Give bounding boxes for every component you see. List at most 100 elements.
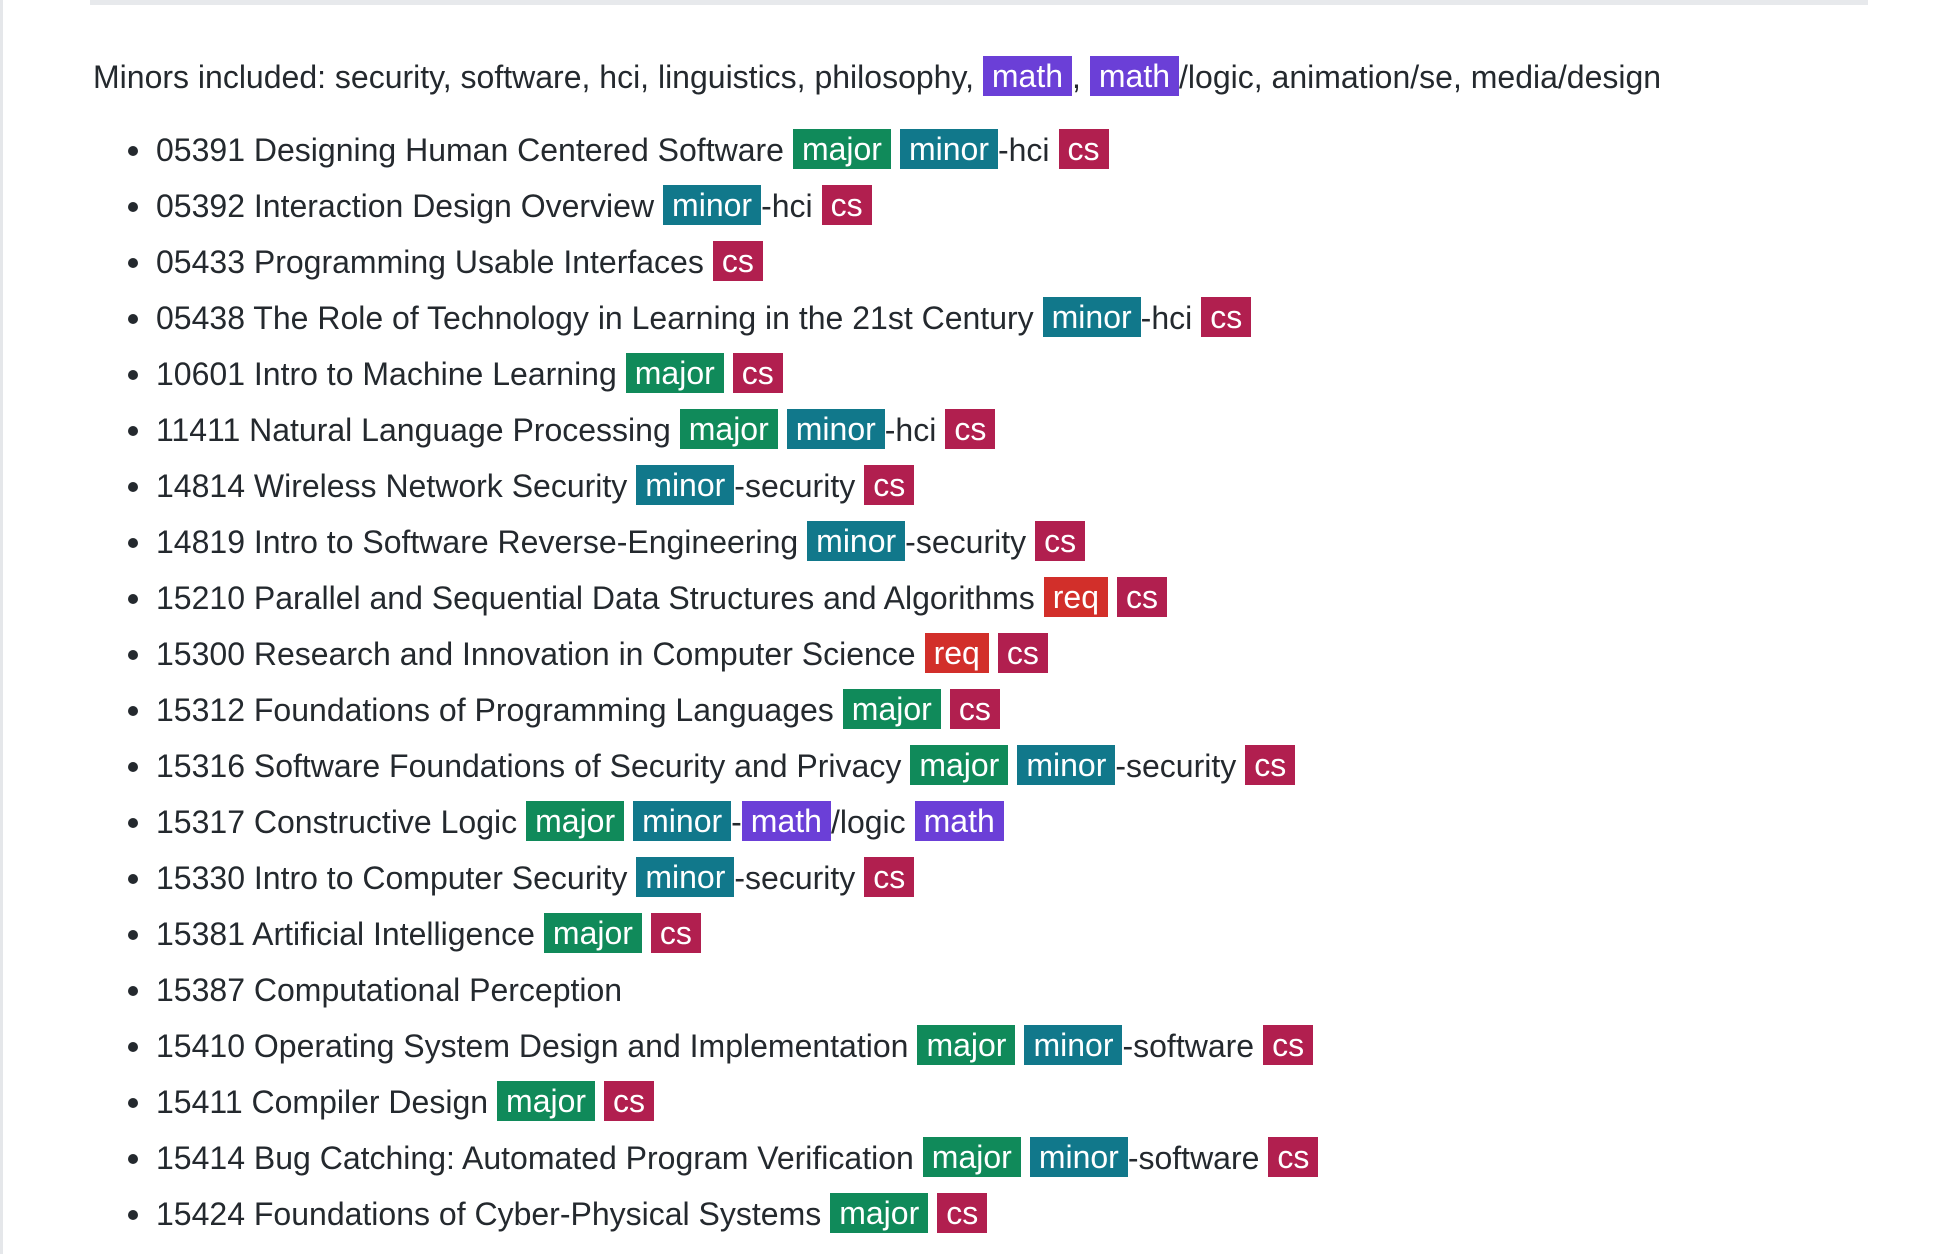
list-item: 15387 Computational Perception [128, 962, 1893, 1018]
tag-suffix: -hci [1140, 300, 1193, 336]
page-left-border [0, 0, 3, 1254]
cs-tag: cs [1058, 129, 1109, 169]
course-title: 14819 Intro to Software Reverse-Engineer… [156, 524, 799, 560]
minor-tag: minor [1017, 745, 1116, 785]
major-tag: major [497, 1081, 596, 1121]
tag-suffix: -security [905, 524, 1027, 560]
minors-prefix: Minors included: security, software, hci… [93, 59, 983, 95]
course-title: 14814 Wireless Network Security [156, 468, 628, 504]
tag-suffix: -security [734, 468, 856, 504]
major-tag: major [830, 1193, 929, 1233]
cs-tag: cs [1117, 577, 1168, 617]
tag-suffix: -security [734, 860, 856, 896]
minor-tag: minor [1024, 1025, 1123, 1065]
tag-suffix: /logic [830, 804, 906, 840]
cs-tag: cs [821, 185, 872, 225]
cs-tag: cs [732, 353, 783, 393]
major-tag: major [543, 913, 642, 953]
list-item: 05392 Interaction Design Overview minor -h… [128, 178, 1893, 234]
course-title: 15316 Software Foundations of Security a… [156, 748, 902, 784]
cs-tag: cs [864, 465, 915, 505]
course-title: 11411 Natural Language Processing [156, 412, 671, 448]
math-tag: math [1089, 56, 1180, 96]
cs-tag: cs [949, 689, 1000, 729]
course-title: 05438 The Role of Technology in Learning… [156, 300, 1034, 336]
tag-suffix: -hci [761, 188, 813, 224]
top-divider [90, 0, 1868, 5]
minor-tag: minor [636, 857, 735, 897]
list-item: 14814 Wireless Network Security minor -sec… [128, 458, 1893, 514]
tag-suffix: -hci [884, 412, 937, 448]
major-tag: major [922, 1137, 1021, 1177]
course-title: 15414 Bug Catching: Automated Program Ve… [156, 1140, 914, 1176]
course-title: 15317 Constructive Logic [156, 804, 518, 840]
minors-included-line: Minors included: security, software, hci… [93, 50, 1893, 104]
list-item: 15330 Intro to Computer Security minor -se… [128, 850, 1893, 906]
minor-tag: minor [807, 521, 906, 561]
req-tag: req [1043, 577, 1109, 617]
tag-suffix: - [731, 804, 742, 840]
list-item: 05391 Designing Human Centered Software m… [128, 122, 1893, 178]
major-tag: major [679, 409, 778, 449]
tag-suffix: -software [1127, 1140, 1260, 1176]
course-title: 15330 Intro to Computer Security [156, 860, 628, 896]
minor-tag: minor [663, 185, 762, 225]
list-item: 15300 Research and Innovation in Compute… [128, 626, 1893, 682]
cs-tag: cs [712, 241, 763, 281]
list-item: 15210 Parallel and Sequential Data Struc… [128, 570, 1893, 626]
cs-tag: cs [1245, 745, 1296, 785]
course-title: 15411 Compiler Design [156, 1084, 489, 1120]
major-tag: major [842, 689, 941, 729]
list-item: 15312 Foundations of Programming Languag… [128, 682, 1893, 738]
cs-tag: cs [945, 409, 996, 449]
req-tag: req [924, 633, 989, 673]
course-title: 15424 Foundations of Cyber-Physical Syst… [156, 1196, 822, 1232]
list-item: 15414 Bug Catching: Automated Program Ve… [128, 1130, 1893, 1186]
minor-tag: minor [636, 465, 735, 505]
list-item: 15410 Operating System Design and Implem… [128, 1018, 1893, 1074]
course-title: 05433 Programming Usable Interfaces [156, 244, 704, 280]
list-item: 11411 Natural Language Processing major mi… [128, 402, 1893, 458]
major-tag: major [917, 1025, 1016, 1065]
minors-comma: , [1072, 59, 1081, 95]
math-tag: math [914, 801, 1004, 841]
course-title: 15381 Artificial Intelligence [156, 916, 535, 952]
minor-tag: minor [899, 129, 998, 169]
course-title: 15300 Research and Innovation in Compute… [156, 636, 916, 672]
course-title: 15410 Operating System Design and Implem… [156, 1028, 909, 1064]
list-item: 05438 The Role of Technology in Learning… [128, 290, 1893, 346]
minor-tag: minor [1042, 297, 1141, 337]
course-title: 15312 Foundations of Programming Languag… [156, 692, 834, 728]
cs-tag: cs [1035, 521, 1086, 561]
tag-suffix: -security [1115, 748, 1237, 784]
list-item: 15317 Constructive Logic major minor - math /… [128, 794, 1893, 850]
course-title: 15210 Parallel and Sequential Data Struc… [156, 580, 1035, 616]
list-item: 15381 Artificial Intelligence major cs [128, 906, 1893, 962]
math-tag: math [741, 801, 831, 841]
list-item: 15316 Software Foundations of Security a… [128, 738, 1893, 794]
major-tag: major [792, 129, 891, 169]
cs-tag: cs [864, 857, 915, 897]
list-item: 15424 Foundations of Cyber-Physical Syst… [128, 1186, 1893, 1242]
major-tag: major [625, 353, 724, 393]
major-tag: major [526, 801, 625, 841]
major-tag: major [910, 745, 1009, 785]
course-title: 05391 Designing Human Centered Software [156, 132, 784, 168]
course-title: 10601 Intro to Machine Learning [156, 356, 617, 392]
course-content: Minors included: security, software, hci… [93, 50, 1893, 1242]
tag-suffix: -software [1122, 1028, 1255, 1064]
list-item: 14819 Intro to Software Reverse-Engineer… [128, 514, 1893, 570]
cs-tag: cs [604, 1081, 655, 1121]
cs-tag: cs [1268, 1137, 1319, 1177]
minor-tag: minor [1029, 1137, 1128, 1177]
course-title: 15387 Computational Perception [156, 972, 623, 1008]
tag-suffix: -hci [997, 132, 1050, 168]
list-item: 05433 Programming Usable Interfaces cs [128, 234, 1893, 290]
cs-tag: cs [937, 1193, 988, 1233]
cs-tag: cs [997, 633, 1048, 673]
course-title: 05392 Interaction Design Overview [156, 188, 655, 224]
cs-tag: cs [1201, 297, 1252, 337]
cs-tag: cs [1263, 1025, 1314, 1065]
cs-tag: cs [650, 913, 701, 953]
minors-suffix: /logic, animation/se, media/design [1179, 59, 1662, 95]
